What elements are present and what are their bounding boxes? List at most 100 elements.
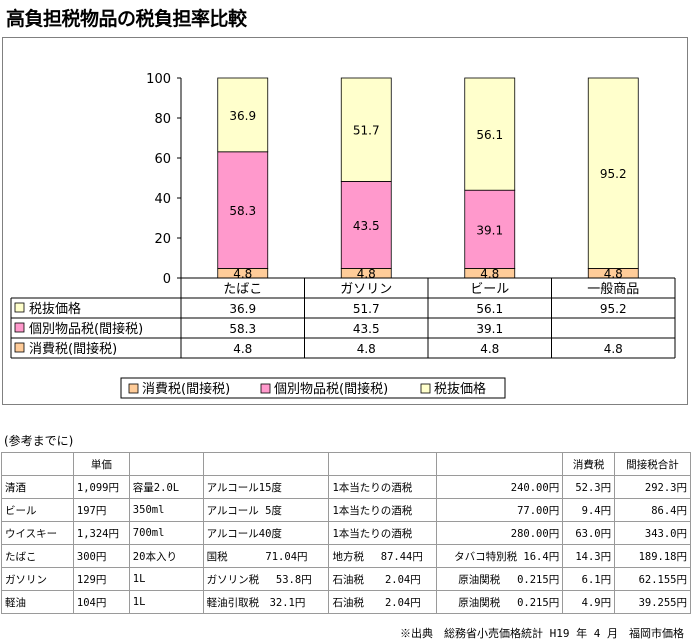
bar-data-label: 43.5: [353, 219, 380, 233]
x-category-label: ガソリン: [340, 282, 392, 297]
table-cell: 容量2.0L: [128, 475, 204, 499]
table-cell: 1L: [128, 567, 204, 591]
legend-key: [420, 383, 431, 394]
bar-data-label: 4.8: [357, 267, 376, 281]
table-row: たばこ 300円 20本入り 国税 71.04円 地方税 87.44円 タバコ特別税 16…: [1, 544, 691, 568]
bar-data-label: 39.1: [476, 223, 503, 237]
table-row: 軽油 104円 1L 軽油引取税 32.1円 石油税 2.04円 原油関税 0.215円 4…: [1, 590, 691, 614]
table-cell: [328, 452, 438, 476]
table-row: ウイスキー 1,324円 700ml アルコール40度 1本当たりの酒税 280.00円 6…: [1, 521, 691, 545]
table-cell: 石油税 2.04円: [328, 567, 438, 591]
table-cell: 20本入り: [128, 544, 204, 568]
table-cell-value: 39.1: [476, 322, 503, 336]
table-cell: 4.9円: [562, 590, 616, 614]
table-cell: 197円: [72, 498, 130, 522]
bar-data-label: 51.7: [353, 124, 380, 138]
table-cell: 原油関税 0.215円: [436, 567, 564, 591]
bar-segment: [217, 77, 269, 153]
table-cell: 間接税合計: [614, 452, 691, 476]
table-cell: 消費税: [562, 452, 616, 476]
table-cell-value: 43.5: [353, 322, 380, 336]
table-cell-value: 4.8: [480, 342, 499, 356]
table-legend-key: [14, 302, 25, 313]
bar-segment: [464, 77, 516, 191]
y-tick-label: 0: [163, 272, 171, 287]
table-cell: 原油関税 0.215円: [436, 590, 564, 614]
table-cell: 清酒: [1, 475, 74, 499]
bar-segment: [587, 77, 639, 269]
table-cell: 292.3円: [614, 475, 691, 499]
table-cell-value: 58.3: [229, 322, 256, 336]
table-row-label: 税抜価格: [29, 301, 81, 317]
table-cell: 軽油: [1, 590, 74, 614]
table-cell: 1,099円: [72, 475, 130, 499]
x-category-label: たばこ: [223, 282, 262, 297]
bar-data-label: 56.1: [476, 128, 503, 142]
table-cell: 地方税 87.44円: [328, 544, 438, 568]
bar-data-label: 95.2: [600, 167, 627, 181]
table-cell: 国税 71.04円: [202, 544, 330, 568]
table-cell: アルコール40度: [202, 521, 330, 545]
table-cell: [436, 452, 564, 476]
bar-data-label: 4.8: [480, 267, 499, 281]
table-cell: タバコ特別税 16.4円: [436, 544, 564, 568]
table-cell: ウイスキー: [1, 521, 74, 545]
table-cell: [1, 452, 74, 476]
bar-segment: [464, 189, 516, 269]
table-cell: 86.4円: [614, 498, 691, 522]
bar-data-label: 58.3: [229, 204, 256, 218]
table-cell: 14.3円: [562, 544, 616, 568]
y-tick-label: 40: [154, 192, 171, 207]
table-cell: 52.3円: [562, 475, 616, 499]
table-cell: アルコール15度: [202, 475, 330, 499]
y-tick-label: 80: [154, 112, 171, 127]
table-cell: 129円: [72, 567, 130, 591]
table-cell: 350ml: [128, 498, 204, 522]
table-cell: 280.00円: [436, 521, 564, 545]
table-cell: ビール: [1, 498, 74, 522]
source-note: ※出典 総務省小売価格統計 H19 年 4 月 福岡市価格: [400, 627, 684, 640]
legend-label: 税抜価格: [434, 381, 486, 397]
table-legend-key: [14, 342, 25, 353]
table-cell: 9.4円: [562, 498, 616, 522]
table-cell: 189.18円: [614, 544, 691, 568]
table-cell: たばこ: [1, 544, 74, 568]
table-cell: アルコール 5度: [202, 498, 330, 522]
table-cell: 39.255円: [614, 590, 691, 614]
x-category-label: ビール: [470, 282, 509, 297]
table-cell-value: 4.8: [604, 342, 623, 356]
table-cell: 300円: [72, 544, 130, 568]
y-tick-label: 100: [146, 72, 171, 87]
table-row-label: 消費税(間接税): [29, 341, 117, 357]
table-cell: 1本当たりの酒税: [328, 475, 438, 499]
table-cell: 62.155円: [614, 567, 691, 591]
table-cell: 240.00円: [436, 475, 564, 499]
legend-key: [260, 383, 271, 394]
table-cell-value: 51.7: [353, 302, 380, 316]
legend-label: 個別物品税(間接税): [274, 381, 388, 397]
table-cell-value: 4.8: [233, 342, 252, 356]
table-row: 清酒 1,099円 容量2.0L アルコール15度 1本当たりの酒税 240.00円 52.…: [1, 475, 691, 499]
table-cell-value: 4.8: [357, 342, 376, 356]
table-row-label: 個別物品税(間接税): [29, 321, 143, 337]
table-cell: 1本当たりの酒税: [328, 498, 438, 522]
table-legend-key: [14, 322, 25, 333]
table-cell: 63.0円: [562, 521, 616, 545]
table-cell: 単価: [72, 452, 130, 476]
page-title: 高負担税物品の税負担率比較: [6, 8, 247, 30]
y-tick-label: 20: [154, 232, 171, 247]
chart-frame: 0 20 40 60 80 100 4.8 58.3 36.9 4.8 43.5 51.7 4.8 39.…: [2, 37, 688, 405]
legend-box: [120, 377, 506, 399]
table-cell: 104円: [72, 590, 130, 614]
legend-key: [128, 383, 139, 394]
table-cell: ガソリン税 53.8円: [202, 567, 330, 591]
reference-heading: (参考までに): [4, 434, 74, 448]
table-cell: 700ml: [128, 521, 204, 545]
bar-data-label: 4.8: [604, 267, 623, 281]
table-cell: 1本当たりの酒税: [328, 521, 438, 545]
x-category-label: 一般商品: [587, 281, 639, 297]
stacked-bar-chart: 0 20 40 60 80 100 4.8 58.3 36.9 4.8 43.5 51.7 4.8 39.…: [10, 72, 676, 399]
table-cell: 343.0円: [614, 521, 691, 545]
table-cell: [128, 452, 204, 476]
table-cell-value: 56.1: [476, 302, 503, 316]
